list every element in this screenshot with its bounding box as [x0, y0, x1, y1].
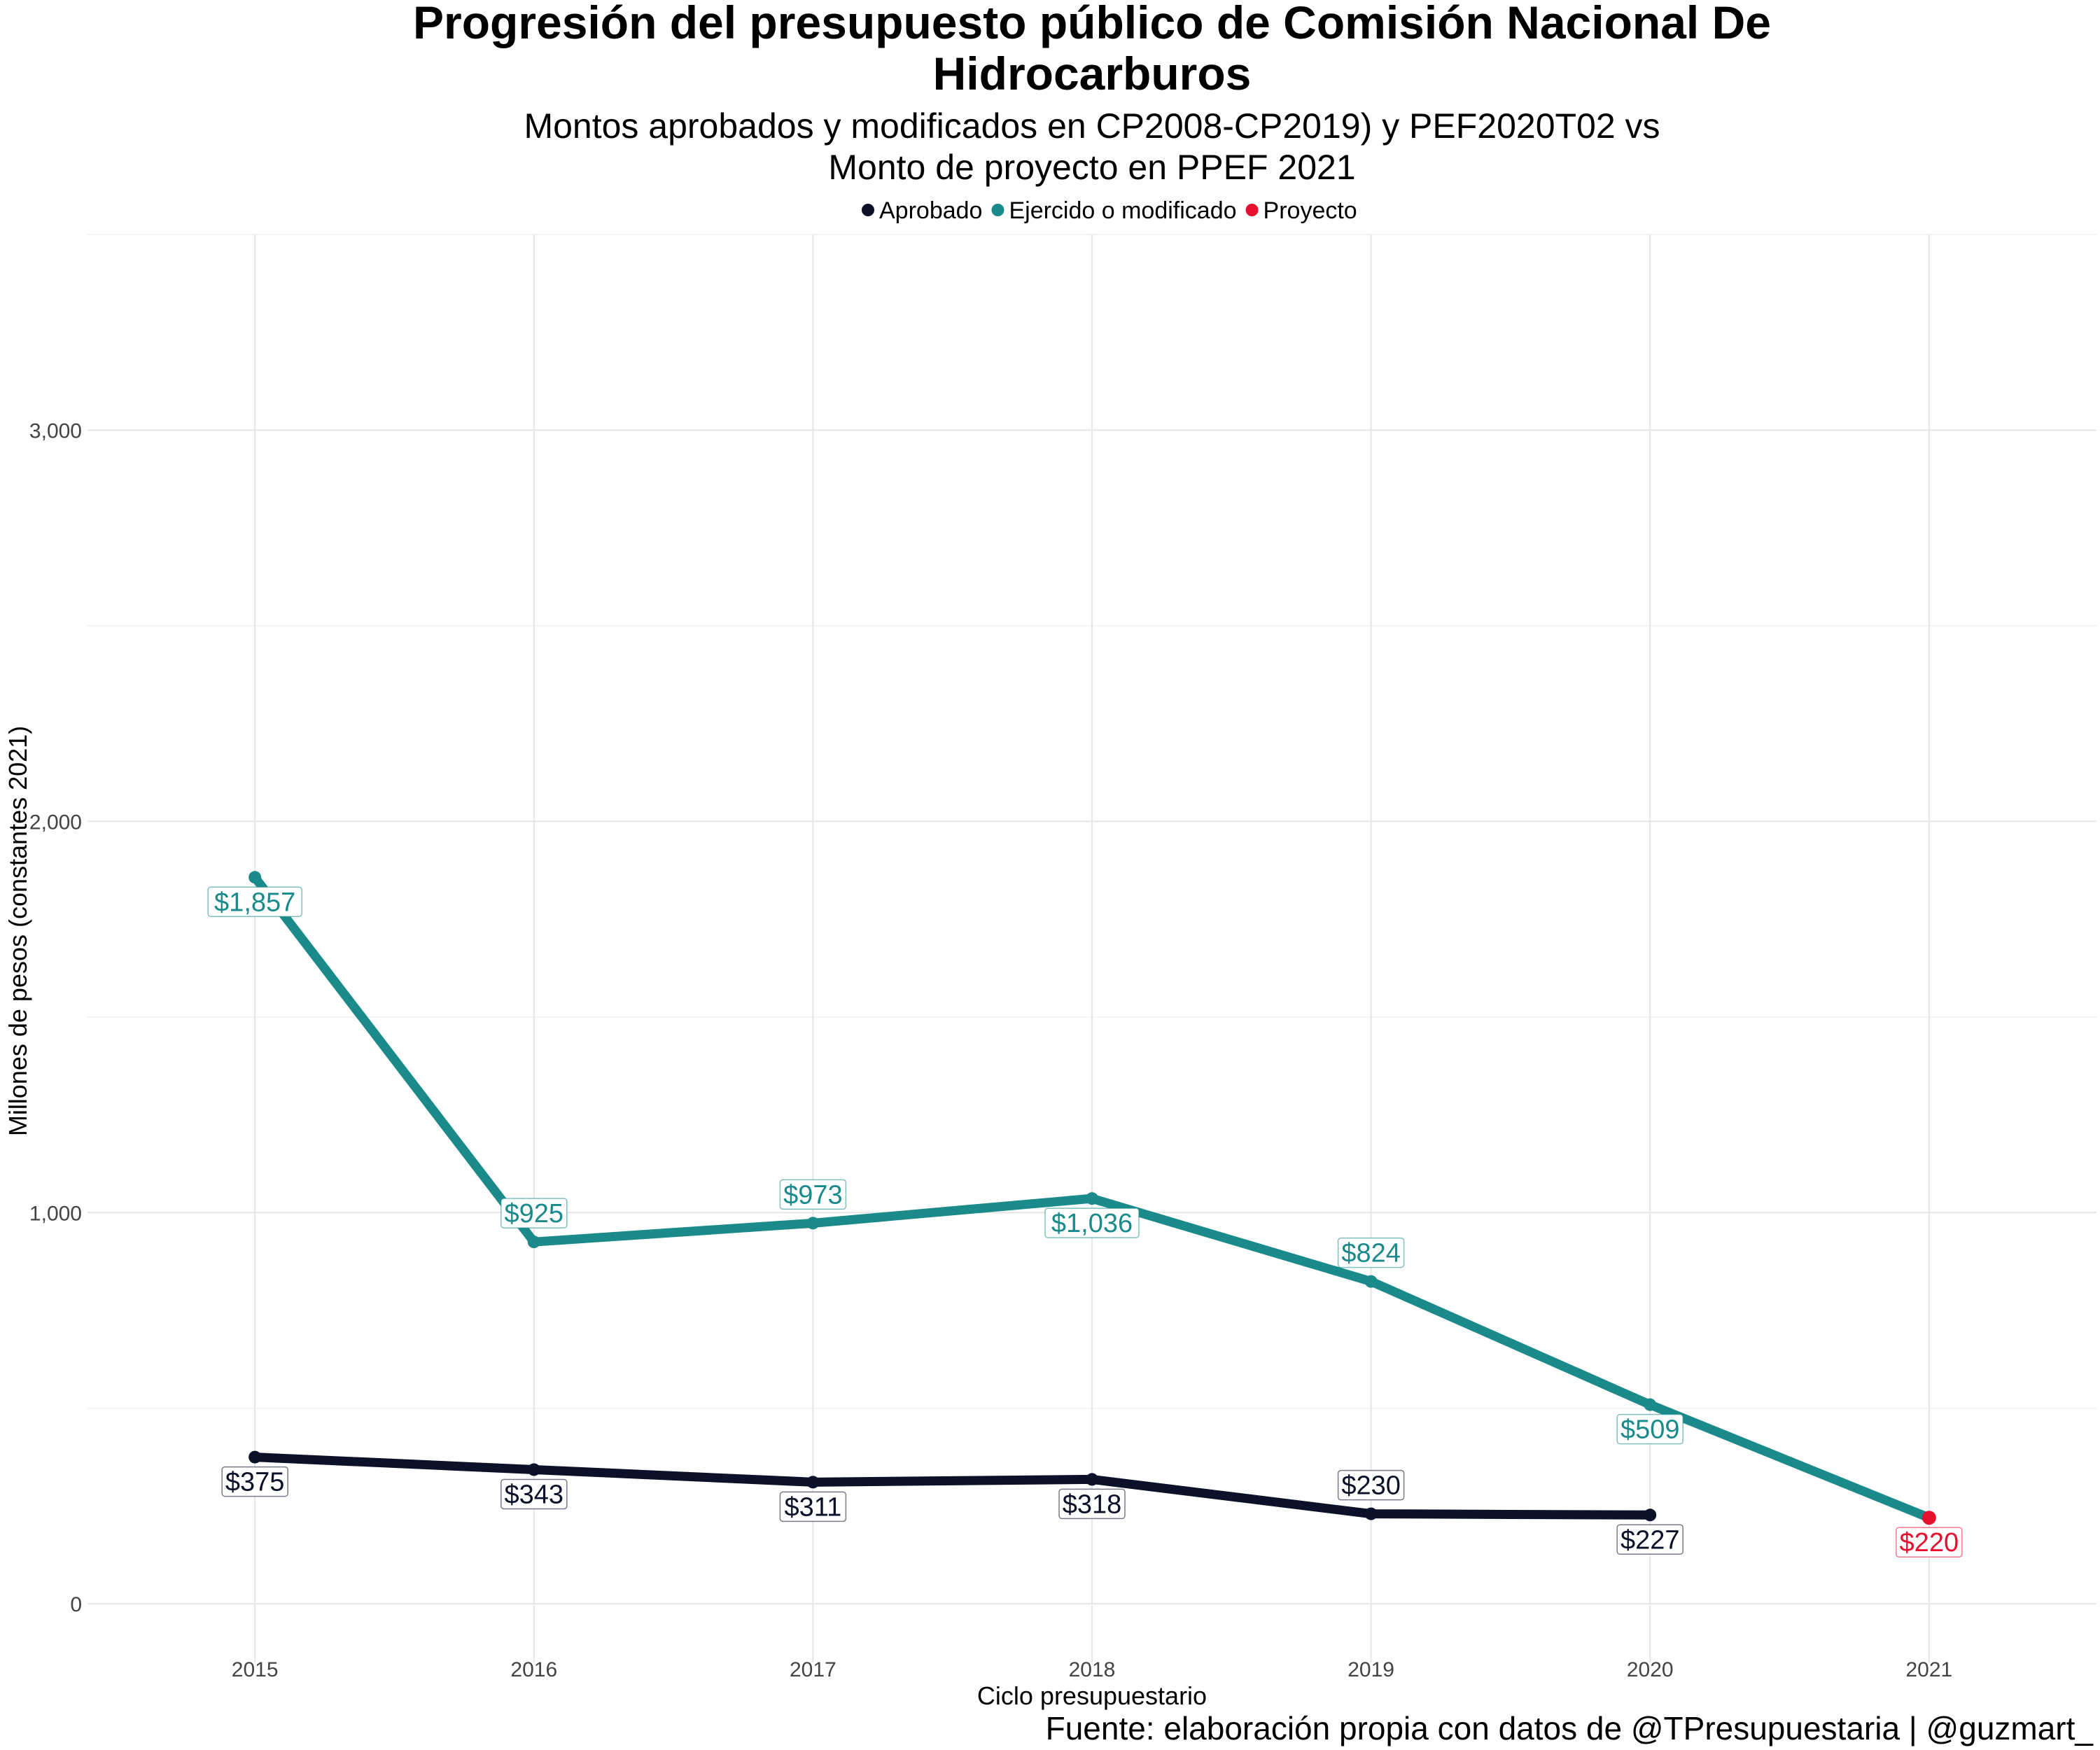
x-tick-label: 2016 — [510, 1658, 557, 1681]
grid — [88, 234, 2096, 1662]
data-point-aprobado — [248, 1450, 262, 1464]
data-point-aprobado — [1086, 1473, 1098, 1486]
x-tick-label: 2019 — [1348, 1658, 1394, 1681]
data-label-box — [1058, 1488, 1126, 1520]
x-tick-label: 2018 — [1069, 1658, 1116, 1681]
y-tick-label: 0 — [70, 1593, 82, 1616]
chart-subtitle-line-1: Montos aprobados y modificados en CP2008… — [524, 106, 1660, 146]
y-tick-label: 2,000 — [29, 811, 82, 834]
data-label: $509 — [1616, 1413, 1684, 1445]
legend-key-ejercido-o-modificado — [991, 204, 1004, 216]
tick-layer: 0 1,000 2,000 3,000 2015 2016 2017 2018 2019 2020… — [29, 419, 1952, 1681]
data-point-aprobado — [1644, 1508, 1657, 1522]
chart-title-line-1: Progresión del presupuesto público de Co… — [413, 0, 1771, 48]
data-point-ejercido-o-modificado — [248, 871, 262, 884]
data-label: $925 — [500, 1198, 568, 1228]
data-label-text: $318 — [1063, 1490, 1122, 1519]
legend-label-ejercido-o-modificado: Ejercido o modificado — [1009, 197, 1236, 224]
data-label-box — [1044, 1208, 1140, 1238]
series-layer — [248, 871, 1936, 1525]
data-point-ejercido-o-modificado — [806, 1217, 820, 1230]
data-label-text: $1,036 — [1051, 1209, 1133, 1238]
data-label-text: $311 — [785, 1492, 842, 1522]
data-label: $824 — [1337, 1237, 1405, 1268]
x-tick-label: 2020 — [1627, 1658, 1674, 1681]
data-label-box — [500, 1478, 568, 1510]
data-point-ejercido-o-modificado — [1364, 1275, 1378, 1288]
data-point-ejercido-o-modificado — [527, 1236, 540, 1249]
data-label: $1,857 — [207, 886, 302, 918]
data-label-text: $220 — [1900, 1528, 1959, 1558]
data-label: $343 — [500, 1478, 568, 1510]
data-label: $230 — [1337, 1469, 1405, 1501]
data-point-ejercido-o-modificado — [1644, 1398, 1657, 1411]
legend-label-aprobado: Aprobado — [879, 197, 982, 224]
data-point-aprobado — [1364, 1507, 1378, 1520]
data-point-ejercido-o-modificado — [1086, 1192, 1098, 1205]
data-label-box — [779, 1491, 847, 1522]
legend-key-proyecto — [1245, 204, 1259, 216]
data-label: $1,036 — [1044, 1208, 1140, 1238]
data-label-box — [1616, 1524, 1684, 1555]
x-tick-label: 2021 — [1905, 1658, 1952, 1681]
y-tick-label: 3,000 — [29, 419, 82, 442]
data-label-text: $509 — [1620, 1415, 1680, 1445]
data-label-text: $343 — [505, 1480, 564, 1509]
data-label-box — [1616, 1413, 1684, 1445]
data-label: $375 — [221, 1466, 288, 1497]
data-label-box — [1337, 1237, 1405, 1268]
data-label-text: $973 — [783, 1180, 843, 1210]
data-label-text: $824 — [1341, 1239, 1401, 1268]
data-label-box — [779, 1179, 847, 1210]
data-label: $227 — [1616, 1524, 1684, 1555]
y-axis-title: Millones de pesos (constantes 2021) — [4, 726, 32, 1136]
data-label-text: $230 — [1341, 1471, 1401, 1501]
data-label: $311 — [779, 1491, 847, 1522]
x-axis-title: Ciclo presupuestario — [977, 1681, 1207, 1710]
data-label-text: $1,857 — [214, 888, 295, 917]
data-label-box — [1896, 1527, 1963, 1558]
data-label: $220 — [1896, 1527, 1963, 1558]
series-line-aprobado — [250, 1452, 1655, 1520]
data-label-text: $375 — [225, 1468, 285, 1497]
data-point-proyecto — [1921, 1511, 1936, 1525]
legend: Aprobado Ejercido o modificado Proyecto — [862, 197, 1357, 224]
data-label: $318 — [1058, 1488, 1126, 1520]
legend-key-aprobado — [862, 204, 874, 216]
legend-label-proyecto: Proyecto — [1264, 197, 1357, 224]
chart-title-line-2: Hidrocarburos — [933, 48, 1252, 99]
data-label-text: $227 — [1620, 1525, 1680, 1555]
data-label-box — [207, 886, 302, 918]
x-tick-label: 2017 — [790, 1658, 836, 1681]
data-label-layer: $375 $343 $311 $318 $230 $227 $1,857 $925 $973 $1… — [207, 886, 1963, 1558]
data-label: $973 — [779, 1179, 847, 1210]
data-point-aprobado — [806, 1476, 820, 1489]
data-label-text: $925 — [505, 1199, 564, 1228]
data-label-box — [500, 1198, 568, 1228]
data-label-box — [221, 1466, 288, 1497]
chart-subtitle-line-2: Monto de proyecto en PPEF 2021 — [828, 148, 1355, 187]
y-tick-label: 1,000 — [29, 1202, 82, 1225]
data-label-box — [1337, 1469, 1405, 1501]
data-point-aprobado — [527, 1463, 540, 1476]
caption: Fuente: elaboración propia con datos de … — [1046, 1710, 2094, 1746]
x-tick-label: 2015 — [232, 1658, 279, 1681]
